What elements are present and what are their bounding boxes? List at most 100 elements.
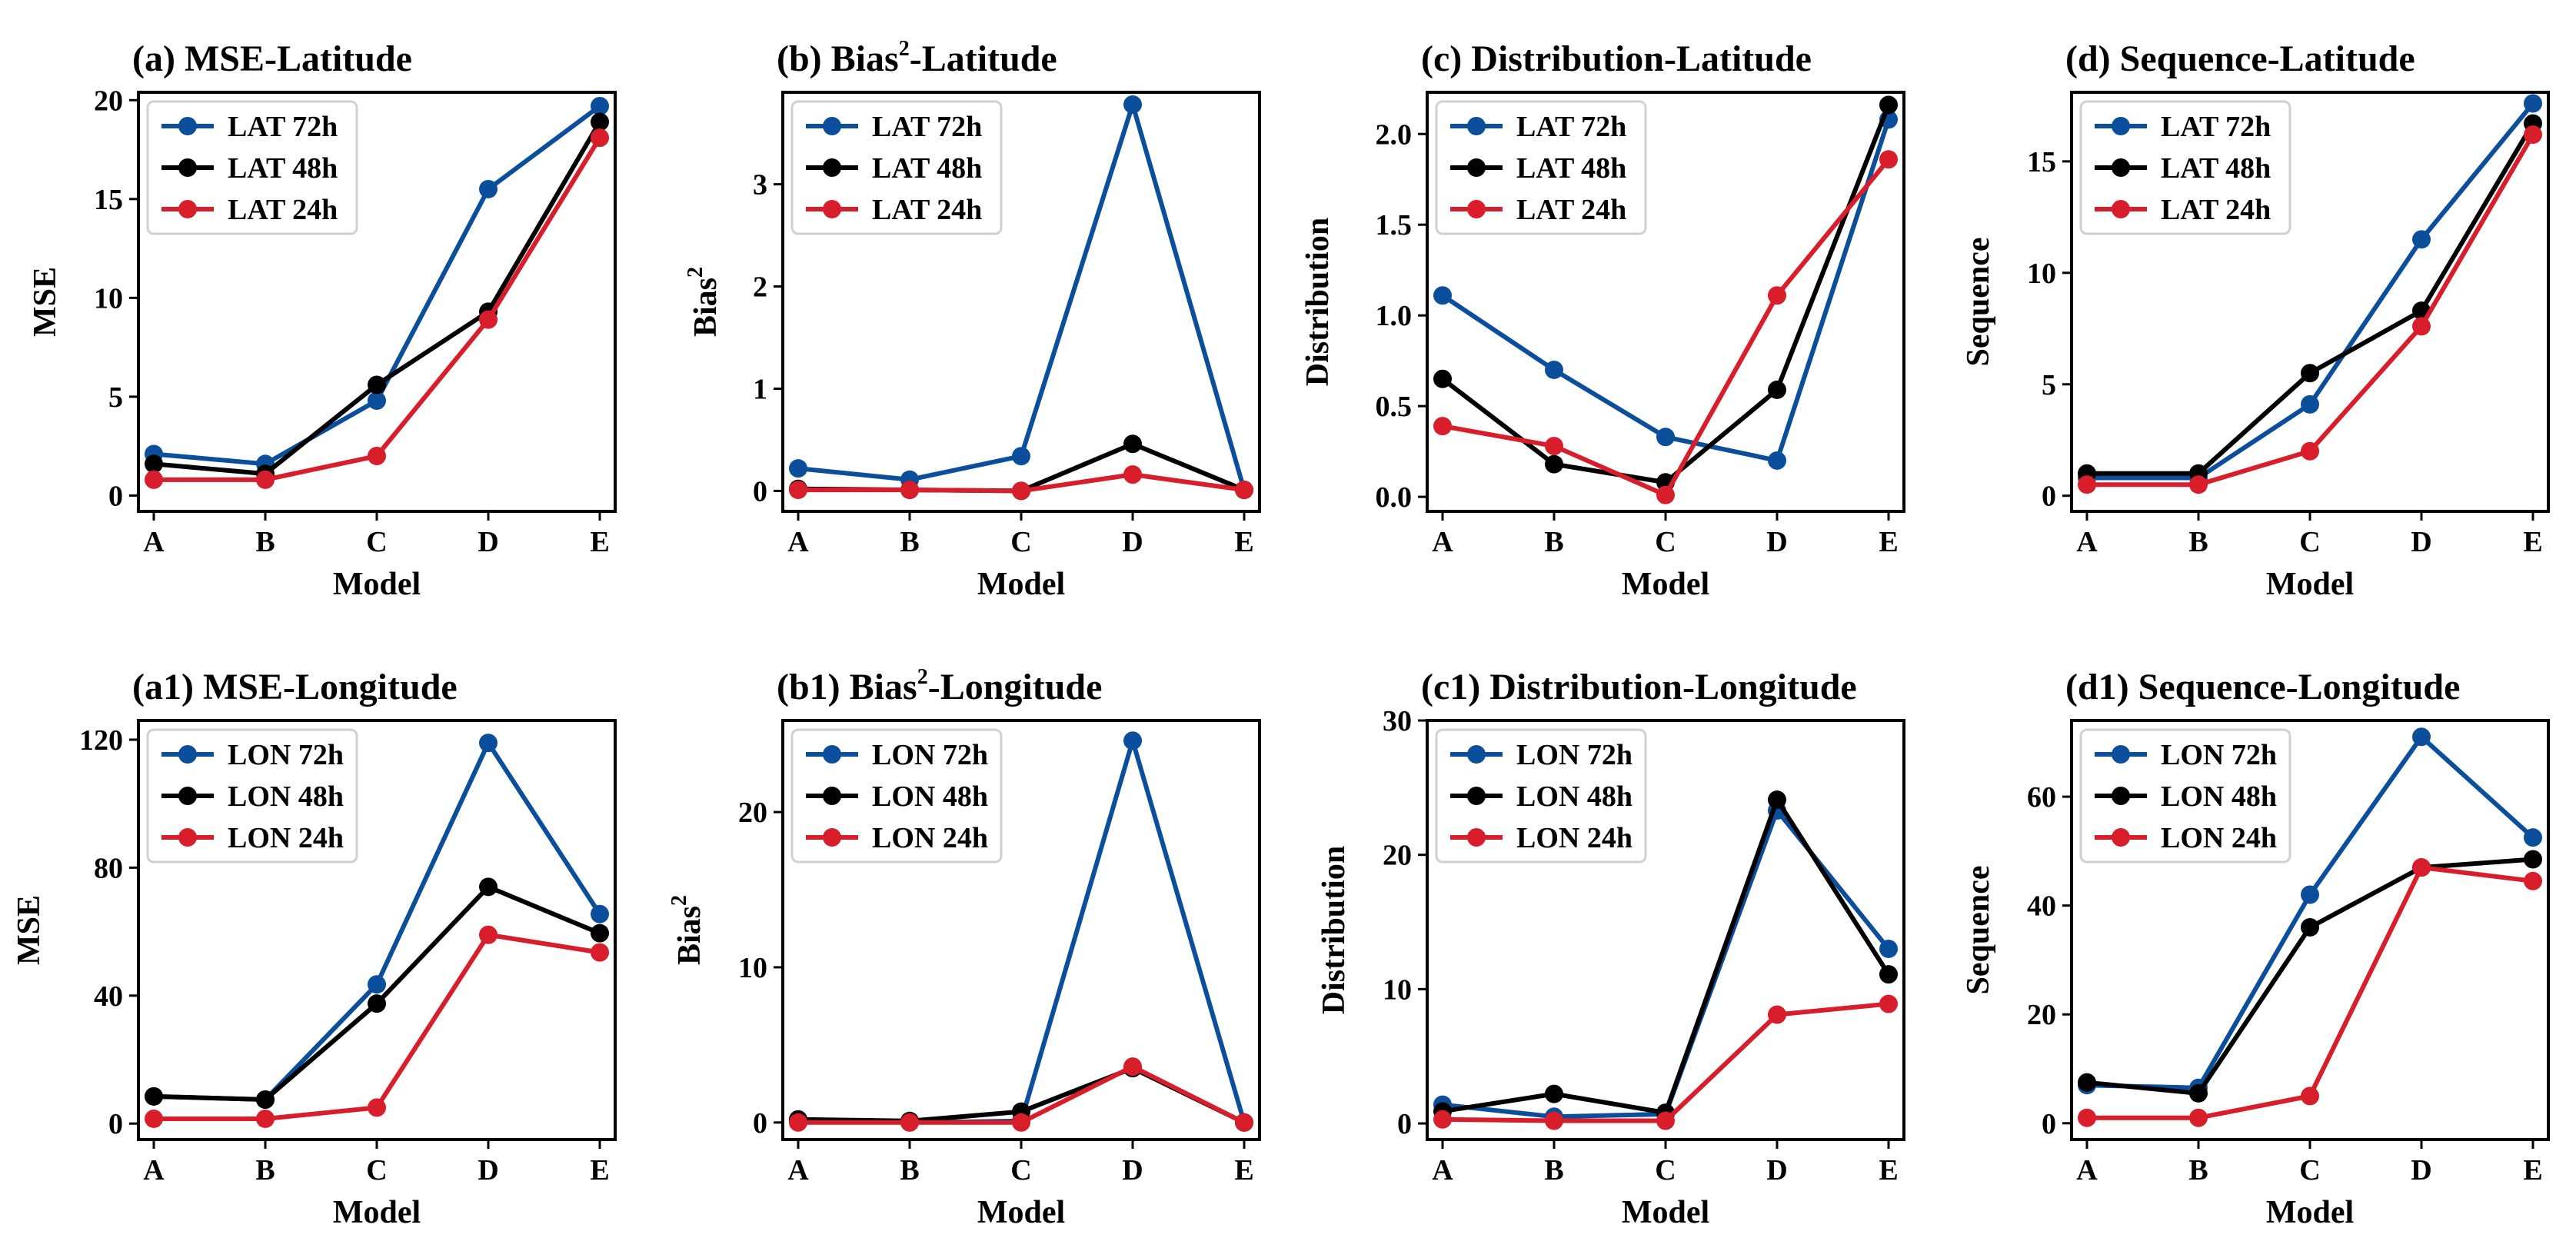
x-tick-label: A (2076, 1154, 2098, 1186)
panel-title: (b1) Bias2-Longitude (777, 665, 1102, 707)
x-tick-label: B (2188, 526, 2208, 558)
data-point (2412, 858, 2431, 877)
legend-box (790, 100, 1003, 235)
data-point (145, 1087, 163, 1106)
series-line (1442, 1001, 1889, 1123)
legend-marker (823, 158, 841, 177)
data-point (368, 994, 386, 1013)
legend-box (1435, 100, 1647, 235)
series-lat-24h (789, 465, 1253, 501)
legend-box (146, 100, 358, 235)
data-point (368, 1098, 386, 1117)
x-tick-label: E (1879, 526, 1898, 558)
data-point (2078, 1073, 2096, 1092)
legend-marker (2112, 200, 2130, 218)
panel-title: (d) Sequence-Latitude (2065, 38, 2415, 79)
series-lat-24h (1433, 150, 1898, 504)
legend-label: LAT 72h (228, 111, 338, 143)
legend-marker (1467, 787, 1486, 805)
y-axis-label-text: Distribution (1300, 218, 1336, 386)
legend-label: LON 48h (228, 780, 344, 813)
data-point (2301, 885, 2319, 904)
series-lon-24h (145, 925, 609, 1128)
legend-item: LON 24h (806, 822, 988, 854)
y-axis-label: Sequence (1961, 238, 1996, 367)
data-point (1879, 150, 1898, 169)
panel-title: (a) MSE-Latitude (132, 38, 412, 79)
data-point (1433, 369, 1452, 388)
y-tick-label: 1 (753, 373, 767, 405)
data-point (1545, 1111, 1563, 1130)
data-point (2189, 1108, 2208, 1127)
y-axis-label-text: Bias (688, 278, 724, 337)
legend-marker (823, 117, 841, 135)
legend-item: LON 48h (2095, 780, 2277, 813)
data-point (1879, 939, 1898, 958)
legend-box (146, 728, 358, 864)
legend-label: LON 72h (872, 739, 988, 771)
legend: LAT 72h LAT 48h LAT 24h (790, 100, 1003, 235)
series-lat-72h (1433, 110, 1898, 470)
legend-label: LON 72h (1516, 739, 1632, 771)
y-tick-label: 60 (2027, 781, 2056, 814)
legend-label: LON 24h (228, 822, 344, 854)
y-tick-label: 20 (738, 797, 767, 829)
y-tick-label: 0.5 (1376, 391, 1413, 423)
data-point (1879, 95, 1898, 115)
legend-label: LAT 48h (872, 152, 982, 185)
y-axis-label-text: Sequence (1961, 238, 1996, 367)
data-point (145, 454, 163, 474)
data-point (1123, 731, 1142, 750)
data-point (1433, 1110, 1452, 1129)
x-tick-label: E (1879, 1154, 1898, 1186)
panel-title-text: (c) Distribution-Latitude (1421, 38, 1812, 79)
x-tick-label: D (1122, 1154, 1143, 1186)
y-tick-label: 15 (94, 184, 123, 216)
series-lon-48h (145, 877, 609, 1109)
data-point (2524, 871, 2542, 890)
y-tick-label: 40 (2027, 890, 2056, 923)
legend-label: LON 48h (872, 780, 988, 813)
x-tick-label: C (366, 526, 387, 558)
data-point (256, 1109, 275, 1128)
x-tick-label: B (2188, 1154, 2208, 1186)
data-point (1235, 481, 1253, 500)
legend-marker (1467, 158, 1486, 177)
data-point (591, 904, 609, 924)
legend-item: LON 72h (806, 739, 988, 771)
data-point (145, 470, 163, 489)
x-tick-label: E (590, 1154, 609, 1186)
legend-box (1435, 728, 1647, 864)
legend-marker (178, 828, 197, 847)
data-point (256, 1090, 275, 1109)
y-tick-label: 10 (2027, 258, 2056, 290)
data-point (2301, 917, 2319, 937)
series-lon-24h (2078, 858, 2542, 1127)
x-tick-label: B (255, 526, 275, 558)
series-lat-24h (145, 128, 609, 489)
legend-item: LAT 48h (1450, 152, 1626, 185)
data-point (1879, 965, 1898, 984)
y-axis-label: Bias2 (684, 267, 724, 337)
y-axis-label: Sequence (1961, 866, 1996, 995)
y-axis-label-text: MSE (28, 267, 63, 337)
x-tick-label: A (1432, 1154, 1453, 1186)
y-tick-label: 10 (738, 952, 767, 984)
y-tick-label: 0 (753, 1107, 767, 1140)
legend-label: LAT 48h (228, 152, 338, 185)
x-tick-label: C (2299, 526, 2320, 558)
y-axis-label-text: Distribution (1316, 846, 1352, 1014)
x-tick-label: A (1432, 526, 1453, 558)
series-lat-24h (2078, 125, 2542, 494)
legend-marker (2112, 745, 2130, 764)
legend-marker (823, 745, 841, 764)
legend-marker (2112, 117, 2130, 135)
y-axis-label: MSE (12, 895, 47, 965)
legend-label: LAT 72h (872, 111, 982, 143)
data-point (591, 924, 609, 943)
y-tick-label: 0 (108, 480, 123, 512)
panel-title: (b) Bias2-Latitude (777, 37, 1057, 79)
legend: LON 72h LON 48h LON 24h (790, 728, 1003, 864)
data-point (2412, 727, 2431, 747)
